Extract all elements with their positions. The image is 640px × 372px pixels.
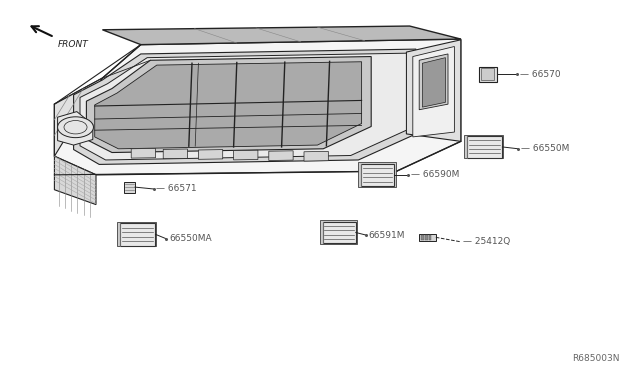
Polygon shape <box>429 235 431 240</box>
Polygon shape <box>86 57 371 153</box>
Polygon shape <box>320 220 357 244</box>
Polygon shape <box>269 151 293 160</box>
Text: FRONT: FRONT <box>58 40 88 49</box>
Polygon shape <box>425 235 428 240</box>
Polygon shape <box>54 78 102 156</box>
Polygon shape <box>406 40 461 141</box>
Text: — 66590M: — 66590M <box>411 170 460 179</box>
Polygon shape <box>163 149 188 159</box>
Text: — 66571: — 66571 <box>156 185 196 193</box>
Polygon shape <box>198 150 223 159</box>
Polygon shape <box>467 136 502 158</box>
Polygon shape <box>54 156 96 205</box>
Polygon shape <box>74 49 416 164</box>
Polygon shape <box>479 67 497 82</box>
Polygon shape <box>95 62 362 149</box>
Polygon shape <box>323 222 356 243</box>
Polygon shape <box>419 54 448 110</box>
Polygon shape <box>465 135 504 158</box>
Text: — 66550M: — 66550M <box>521 144 570 153</box>
Polygon shape <box>304 151 328 161</box>
Polygon shape <box>102 26 461 45</box>
Polygon shape <box>358 162 396 187</box>
Text: 66591M: 66591M <box>369 231 405 240</box>
Text: 66550MA: 66550MA <box>169 234 212 243</box>
Polygon shape <box>421 235 424 240</box>
Polygon shape <box>234 150 258 160</box>
Polygon shape <box>124 182 135 193</box>
Text: — 25412Q: — 25412Q <box>463 237 511 246</box>
Text: — 66570: — 66570 <box>520 70 560 79</box>
Polygon shape <box>58 112 93 145</box>
Polygon shape <box>481 68 494 80</box>
Polygon shape <box>80 53 406 160</box>
Polygon shape <box>361 164 394 186</box>
Polygon shape <box>120 223 155 246</box>
Circle shape <box>58 117 93 138</box>
Polygon shape <box>419 234 436 241</box>
Polygon shape <box>413 46 454 137</box>
Text: R685003N: R685003N <box>572 354 620 363</box>
Polygon shape <box>131 148 156 158</box>
Polygon shape <box>118 222 156 246</box>
Polygon shape <box>422 58 445 107</box>
Polygon shape <box>54 39 461 175</box>
